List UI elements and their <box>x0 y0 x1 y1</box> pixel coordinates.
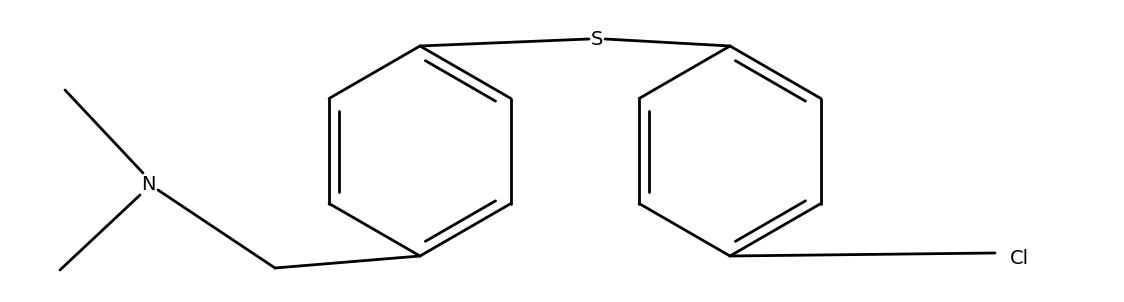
Text: S: S <box>591 30 604 49</box>
Text: N: N <box>140 175 155 194</box>
Text: Cl: Cl <box>1010 249 1030 268</box>
